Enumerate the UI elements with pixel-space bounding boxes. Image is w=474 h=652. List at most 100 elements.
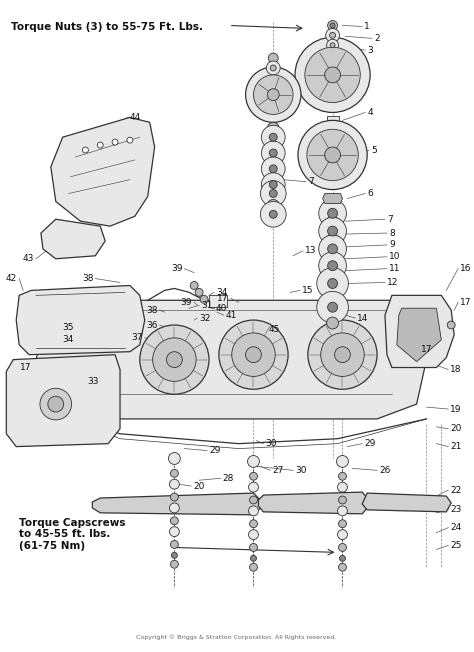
Circle shape — [251, 556, 256, 561]
Polygon shape — [16, 286, 145, 355]
Circle shape — [171, 517, 178, 525]
Circle shape — [338, 472, 346, 481]
Text: 45: 45 — [268, 325, 280, 334]
Text: 17: 17 — [217, 294, 229, 303]
Text: 22: 22 — [450, 486, 462, 495]
Circle shape — [248, 506, 258, 516]
Text: 44: 44 — [130, 113, 141, 122]
Circle shape — [317, 291, 348, 323]
Text: 11: 11 — [389, 264, 401, 273]
Text: 7: 7 — [387, 215, 392, 224]
Polygon shape — [36, 301, 427, 419]
Circle shape — [319, 200, 346, 227]
Circle shape — [269, 133, 277, 141]
Text: Torque Capscrews
to 45-55 ft. lbs.
(61-75 Nm): Torque Capscrews to 45-55 ft. lbs. (61-7… — [19, 518, 126, 551]
Circle shape — [190, 282, 198, 289]
Text: Copyright © Briggs & Stratton Corporation. All Rights reserved.: Copyright © Briggs & Stratton Corporatio… — [136, 635, 336, 640]
Text: 30: 30 — [265, 439, 277, 448]
Circle shape — [269, 149, 277, 157]
Text: 39: 39 — [171, 264, 182, 273]
Circle shape — [328, 244, 337, 254]
Circle shape — [267, 200, 279, 211]
Circle shape — [339, 556, 346, 561]
Text: 6: 6 — [367, 189, 373, 198]
Circle shape — [112, 139, 118, 145]
Text: 38: 38 — [82, 274, 93, 283]
Polygon shape — [41, 219, 105, 259]
Text: 1: 1 — [364, 22, 370, 31]
Text: 21: 21 — [450, 442, 462, 451]
Text: 24: 24 — [450, 523, 462, 532]
Circle shape — [269, 165, 277, 173]
Circle shape — [325, 147, 340, 163]
Circle shape — [171, 493, 178, 501]
Circle shape — [269, 181, 277, 188]
Circle shape — [330, 23, 335, 28]
Circle shape — [317, 268, 348, 299]
Circle shape — [249, 563, 257, 571]
Circle shape — [249, 520, 257, 527]
Circle shape — [248, 482, 258, 492]
Text: 5: 5 — [371, 145, 377, 155]
Circle shape — [261, 141, 285, 165]
Circle shape — [328, 261, 337, 271]
Bar — [327, 117, 338, 134]
Text: 7: 7 — [308, 177, 314, 186]
Circle shape — [268, 53, 278, 63]
Circle shape — [308, 320, 377, 389]
Circle shape — [127, 137, 133, 143]
Polygon shape — [362, 493, 451, 512]
Polygon shape — [385, 295, 454, 368]
Circle shape — [326, 292, 339, 306]
Circle shape — [338, 544, 346, 552]
Text: 14: 14 — [357, 314, 369, 323]
Text: 36: 36 — [146, 321, 157, 329]
Circle shape — [268, 141, 278, 151]
Circle shape — [337, 482, 347, 492]
Circle shape — [48, 396, 64, 412]
Text: 34: 34 — [216, 288, 228, 297]
Text: 33: 33 — [87, 377, 99, 386]
Circle shape — [171, 560, 178, 568]
Circle shape — [261, 125, 285, 149]
Text: 30: 30 — [295, 466, 307, 475]
Text: 39: 39 — [181, 298, 192, 307]
Circle shape — [328, 20, 337, 31]
Polygon shape — [323, 194, 342, 203]
Circle shape — [337, 456, 348, 467]
Text: 43: 43 — [23, 254, 34, 263]
Polygon shape — [6, 355, 120, 447]
Text: 12: 12 — [387, 278, 398, 287]
Text: 16: 16 — [460, 264, 472, 273]
Text: 8: 8 — [389, 229, 395, 237]
Circle shape — [267, 123, 279, 134]
Text: 40: 40 — [216, 304, 228, 313]
Circle shape — [260, 201, 286, 227]
Circle shape — [319, 235, 346, 263]
Text: 23: 23 — [450, 505, 462, 514]
Polygon shape — [51, 117, 155, 226]
Circle shape — [169, 527, 179, 537]
Circle shape — [166, 351, 182, 368]
Text: 25: 25 — [450, 541, 462, 550]
Circle shape — [269, 190, 277, 198]
Text: 41: 41 — [226, 310, 237, 319]
Circle shape — [249, 544, 257, 552]
Circle shape — [326, 29, 339, 42]
Circle shape — [319, 217, 346, 245]
Circle shape — [328, 278, 337, 288]
Circle shape — [325, 67, 340, 83]
Circle shape — [246, 347, 261, 363]
Circle shape — [168, 452, 180, 464]
Circle shape — [327, 253, 338, 265]
Text: 20: 20 — [450, 424, 462, 434]
Circle shape — [337, 506, 347, 516]
Text: 4: 4 — [367, 108, 373, 117]
Text: 34: 34 — [63, 335, 74, 344]
Circle shape — [321, 333, 364, 376]
Text: 13: 13 — [305, 246, 317, 256]
Circle shape — [171, 541, 178, 548]
Circle shape — [319, 252, 346, 280]
Circle shape — [338, 563, 346, 571]
Circle shape — [260, 181, 286, 207]
